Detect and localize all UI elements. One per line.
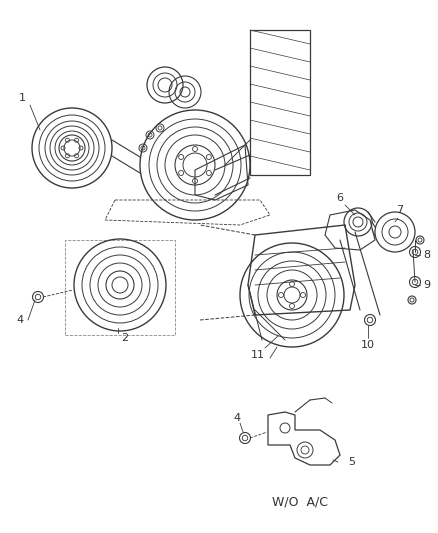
Text: 9: 9: [423, 280, 430, 290]
Text: 4: 4: [233, 413, 240, 423]
Text: 7: 7: [396, 205, 403, 215]
Text: W/O  A/C: W/O A/C: [272, 496, 327, 508]
Text: 6: 6: [336, 193, 343, 203]
Text: 5: 5: [348, 457, 355, 467]
Text: 4: 4: [16, 315, 24, 325]
Text: 10: 10: [360, 340, 374, 350]
Text: 1: 1: [18, 93, 25, 103]
Text: 2: 2: [121, 333, 128, 343]
Polygon shape: [247, 225, 354, 315]
Text: 8: 8: [423, 250, 430, 260]
Text: 11: 11: [251, 350, 265, 360]
